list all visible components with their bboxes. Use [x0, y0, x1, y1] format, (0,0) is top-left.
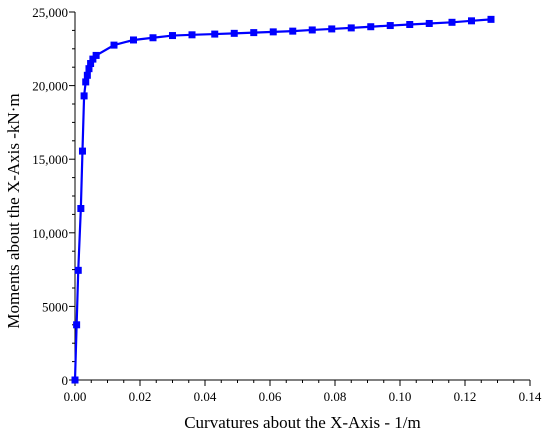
- y-tick-label: 0: [62, 373, 69, 388]
- x-tick-label: 0.10: [389, 389, 412, 404]
- data-point-marker: [188, 31, 196, 39]
- y-tick-label: 25,000: [32, 5, 68, 20]
- data-point-marker: [149, 34, 157, 42]
- data-point-marker: [82, 78, 90, 86]
- data-point-marker: [74, 266, 82, 274]
- x-tick-label: 0.06: [259, 389, 282, 404]
- y-tick-label: 5000: [42, 299, 68, 314]
- axes: [74, 12, 530, 381]
- data-point-marker: [425, 19, 433, 27]
- data-point-marker: [250, 29, 258, 37]
- x-axis-ticks: 0.00 0.02 0.04 0.06 0.08 0.10 0.12 0.14: [64, 380, 542, 404]
- x-tick-label: 0.02: [129, 389, 152, 404]
- data-point-marker: [328, 25, 336, 33]
- y-tick-label: 15,000: [32, 152, 68, 167]
- data-point-marker: [211, 30, 219, 38]
- x-axis-label: Curvatures about the X-Axis - 1/m: [184, 413, 421, 432]
- x-tick-label: 0.08: [324, 389, 347, 404]
- data-point-marker: [83, 71, 91, 79]
- data-point-marker: [89, 55, 97, 63]
- data-point-marker: [406, 21, 414, 29]
- x-tick-label: 0.04: [194, 389, 217, 404]
- y-axis-ticks: 0 5000 10,000 15,000 20,000 25,000: [32, 5, 75, 388]
- data-point-marker: [289, 27, 297, 35]
- data-point-marker: [80, 92, 88, 100]
- data-point-marker: [386, 22, 394, 30]
- y-axis-label: Moments about the X-Axis -kN·m: [4, 93, 23, 328]
- data-point-marker: [71, 376, 79, 384]
- data-point-marker: [468, 17, 475, 25]
- x-tick-label: 0.14: [519, 389, 542, 404]
- data-point-marker: [169, 32, 176, 40]
- series-layer: [71, 15, 495, 384]
- data-point-marker: [92, 51, 100, 59]
- data-point-marker: [347, 24, 355, 32]
- y-tick-label: 20,000: [32, 79, 68, 94]
- x-tick-label: 0.12: [454, 389, 477, 404]
- data-point-marker: [110, 41, 118, 49]
- y-tick-label: 10,000: [32, 226, 68, 241]
- data-point-marker: [448, 18, 456, 26]
- series-line: [73, 18, 492, 381]
- data-point-marker: [77, 205, 85, 213]
- data-point-marker: [269, 28, 277, 36]
- data-point-marker: [130, 36, 137, 44]
- data-point-marker: [230, 29, 238, 37]
- data-point-marker: [308, 26, 316, 34]
- data-point-marker: [367, 23, 375, 31]
- data-point-marker: [73, 321, 81, 329]
- data-point-marker: [78, 147, 86, 155]
- x-tick-label: 0.00: [64, 389, 87, 404]
- data-point-marker: [487, 15, 495, 23]
- data-point-marker: [85, 65, 93, 73]
- data-point-marker: [87, 60, 95, 68]
